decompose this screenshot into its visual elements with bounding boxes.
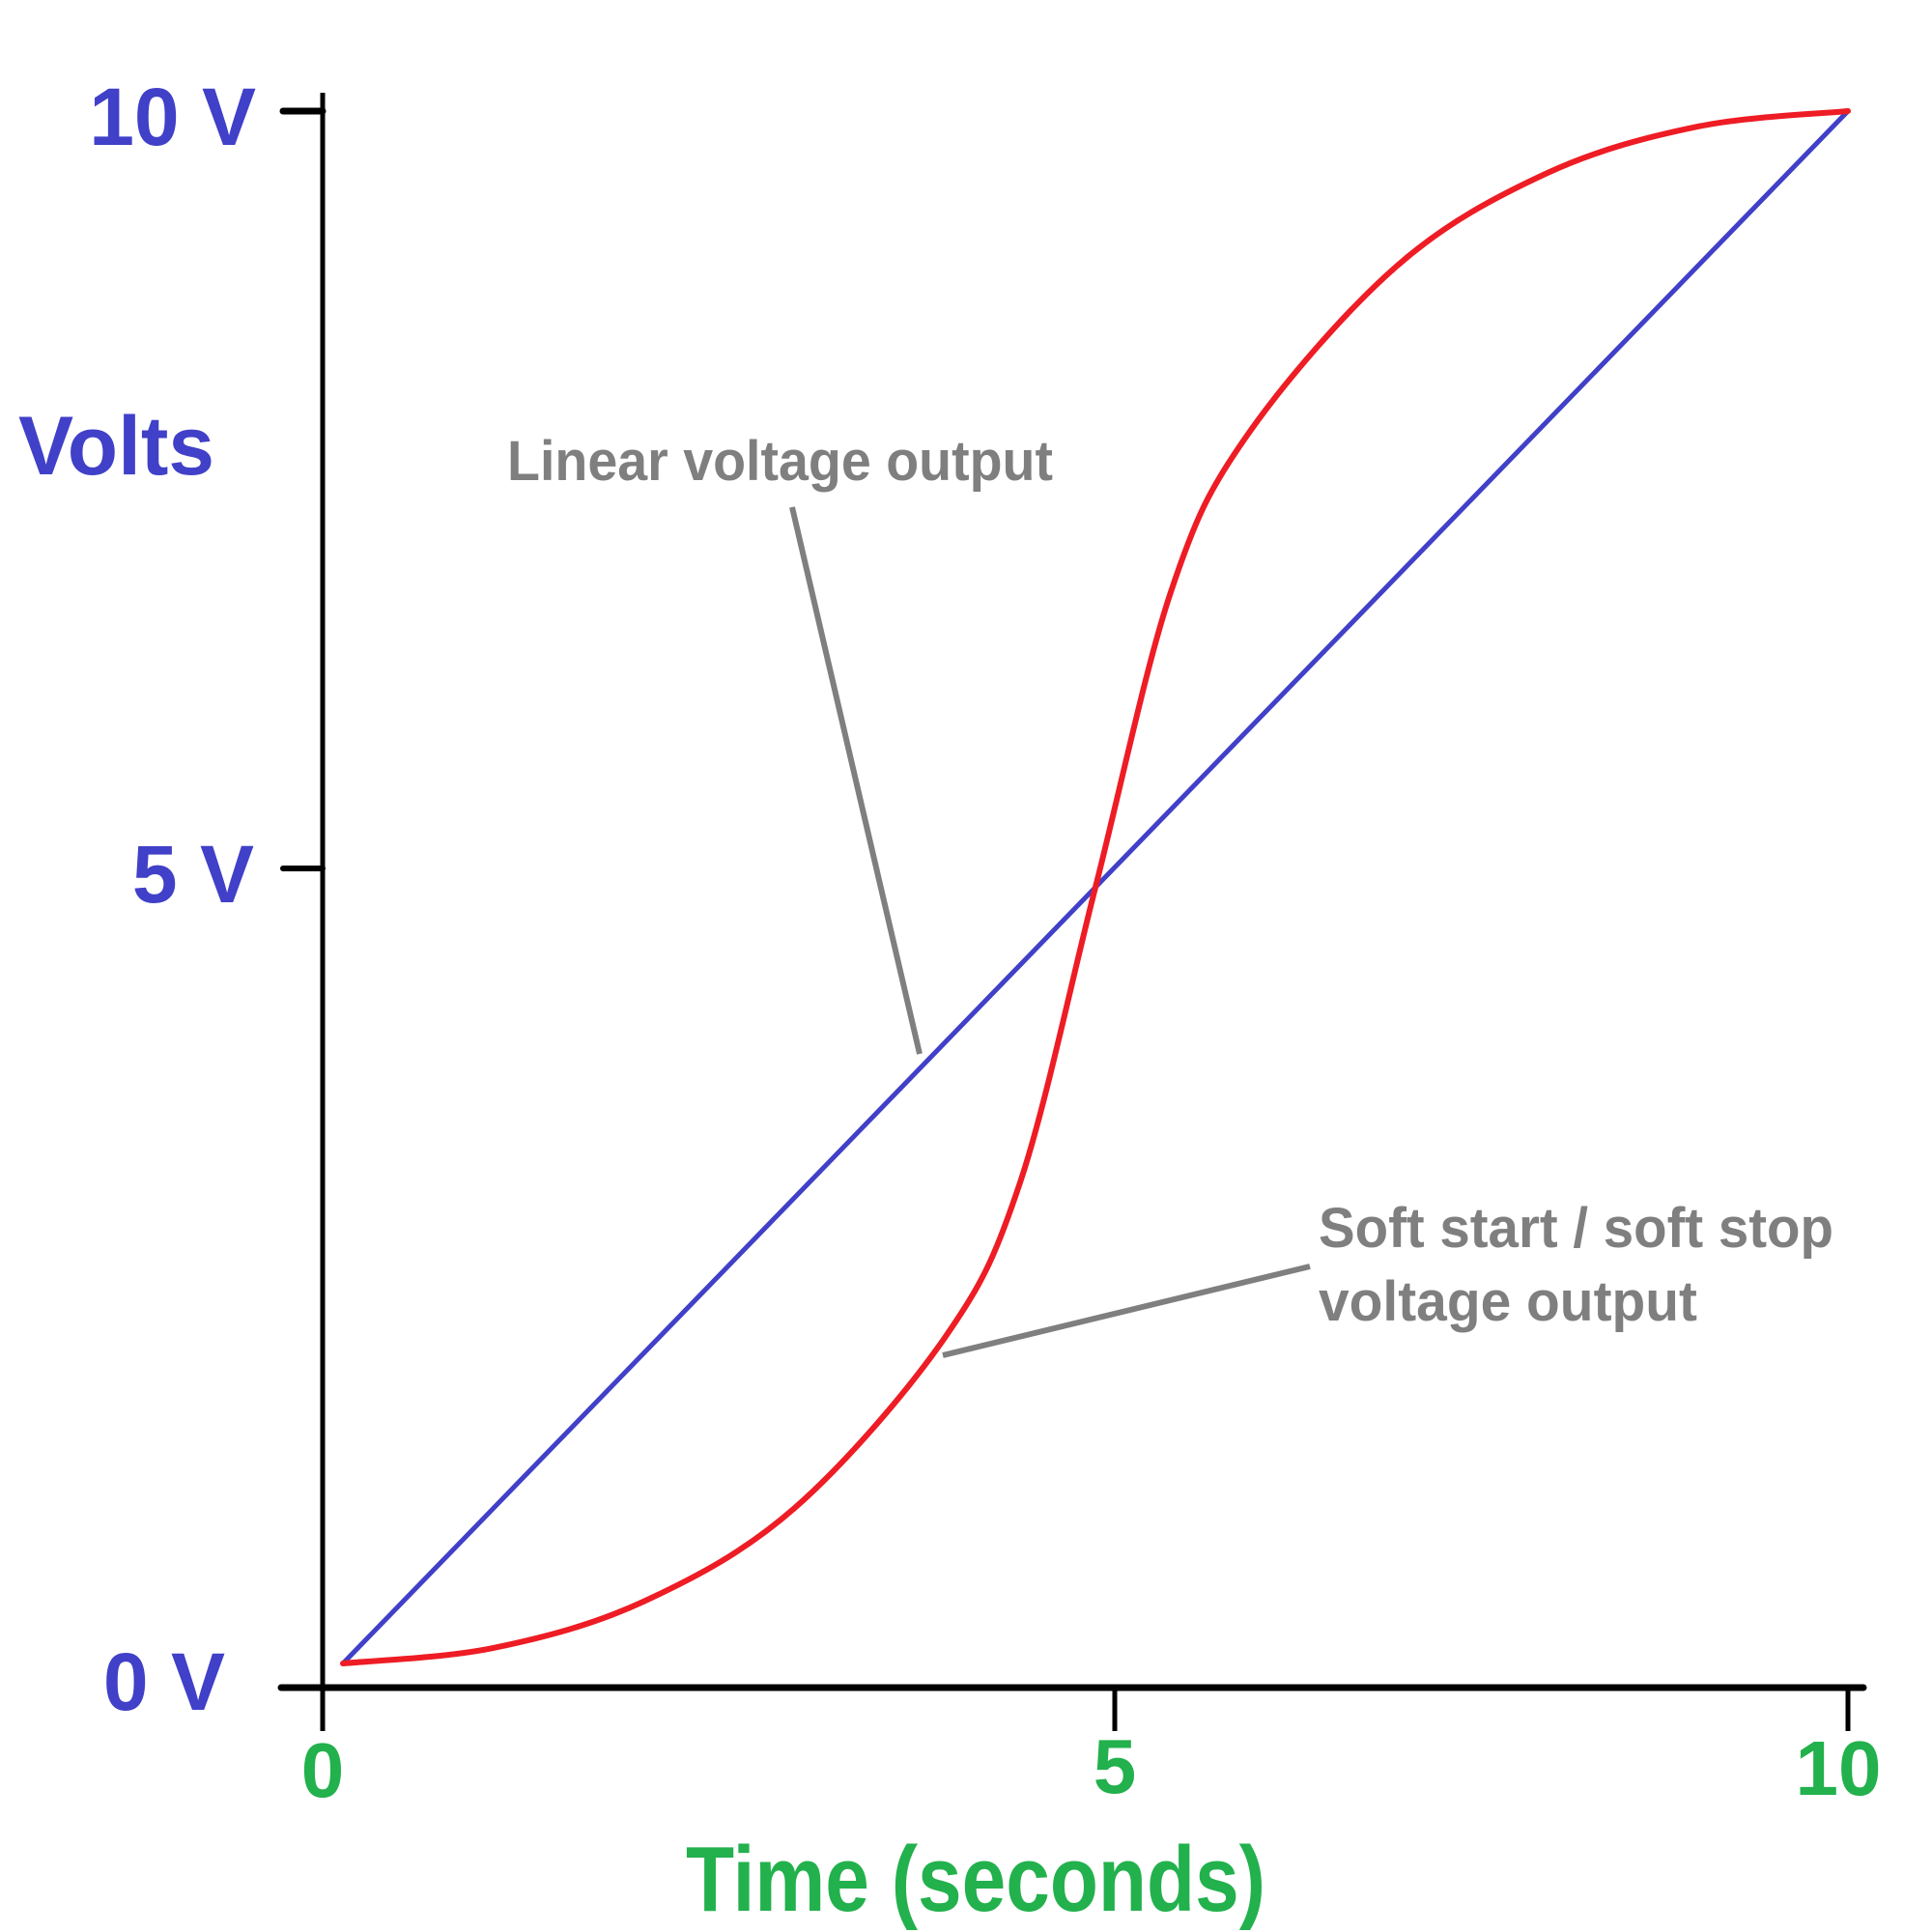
x-tick-label-10: 10 [1796,1725,1882,1811]
series-group [340,108,1851,1666]
annotation-soft-line2: voltage output [1319,1270,1697,1333]
y-tick-label-5: 5 V [132,829,254,920]
y-tick-label-10: 10 V [89,71,256,162]
y-tick-label-0: 0 V [103,1636,225,1727]
y-tick-labels: 10 V 5 V 0 V [89,71,256,1727]
y-axis-label: Volts [18,400,214,493]
annotation-linear: Linear voltage output [507,430,1053,493]
annotation-soft-line1: Soft start / soft stop [1319,1197,1833,1260]
x-tick-label-5: 5 [1094,1723,1137,1809]
annotations: Linear voltage output Soft start / soft … [507,430,1833,1358]
series-line-soft [340,108,1851,1666]
x-tick-labels: 0 5 10 [301,1723,1882,1813]
x-tick-label-0: 0 [301,1727,345,1813]
x-axis-label: Time (seconds) [686,1828,1265,1931]
leader-line-linear [789,506,923,1055]
leader-line-soft [942,1264,1311,1358]
axes [277,93,1867,1731]
